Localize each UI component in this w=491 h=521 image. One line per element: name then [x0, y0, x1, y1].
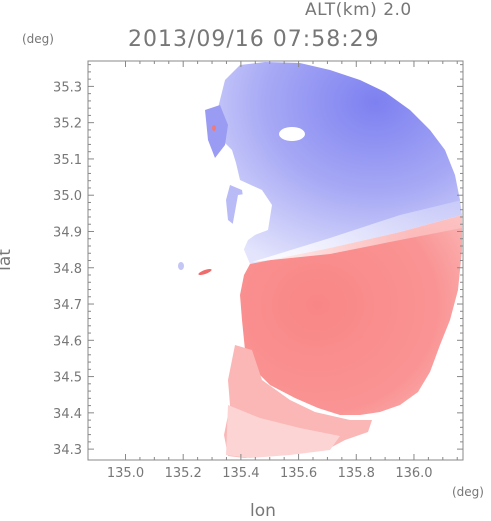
scattered-echo-south-light: [226, 405, 340, 458]
receding-echo-region: [240, 215, 462, 415]
echo-speck: [212, 125, 216, 131]
x-tick-label: 135.8: [338, 466, 375, 481]
echo-speck: [198, 268, 212, 276]
x-tick-label: 135.2: [165, 466, 202, 481]
no-echo-west-gap: [228, 192, 266, 300]
altitude-label: ALT(km) 2.0: [305, 0, 412, 20]
zero-velocity-band: [252, 200, 462, 262]
x-axis: 135.0 135.2 135.4 135.6 135.8 136.0: [107, 61, 458, 481]
y-tick-label: 34.8: [53, 262, 82, 277]
y-tick-label: 35.1: [53, 153, 82, 168]
x-unit-label: (deg): [452, 485, 484, 499]
scattered-echo-northwest: [205, 105, 228, 158]
y-tick-label: 35.2: [53, 117, 82, 132]
y-tick-label: 35.3: [53, 80, 82, 95]
y-tick-label: 35.0: [53, 189, 82, 204]
x-tick-label: 135.4: [222, 466, 259, 481]
x-tick-label: 135.6: [280, 466, 317, 481]
y-tick-label: 34.9: [53, 225, 82, 240]
echo-field: [178, 62, 462, 458]
echo-speck: [178, 262, 184, 270]
x-tick-label: 136.0: [395, 466, 432, 481]
approaching-echo-region: [215, 62, 462, 264]
y-tick-label: 34.5: [53, 371, 82, 386]
y-tick-label: 34.4: [53, 407, 82, 422]
no-echo-patch: [279, 127, 305, 141]
y-tick-label: 34.7: [53, 298, 82, 313]
x-tick-label: 135.0: [107, 466, 144, 481]
y-tick-label: 34.3: [53, 443, 82, 458]
y-axis: 34.3 34.4 34.5 34.6 34.7 34.8 34.9 35.0 35.1 35.2…: [53, 64, 463, 458]
y-unit-label: (deg): [22, 32, 54, 46]
x-axis-label: lon: [250, 501, 276, 521]
y-tick-label: 34.6: [53, 334, 82, 349]
timestamp-title: 2013/09/16 07:58:29: [128, 27, 380, 52]
